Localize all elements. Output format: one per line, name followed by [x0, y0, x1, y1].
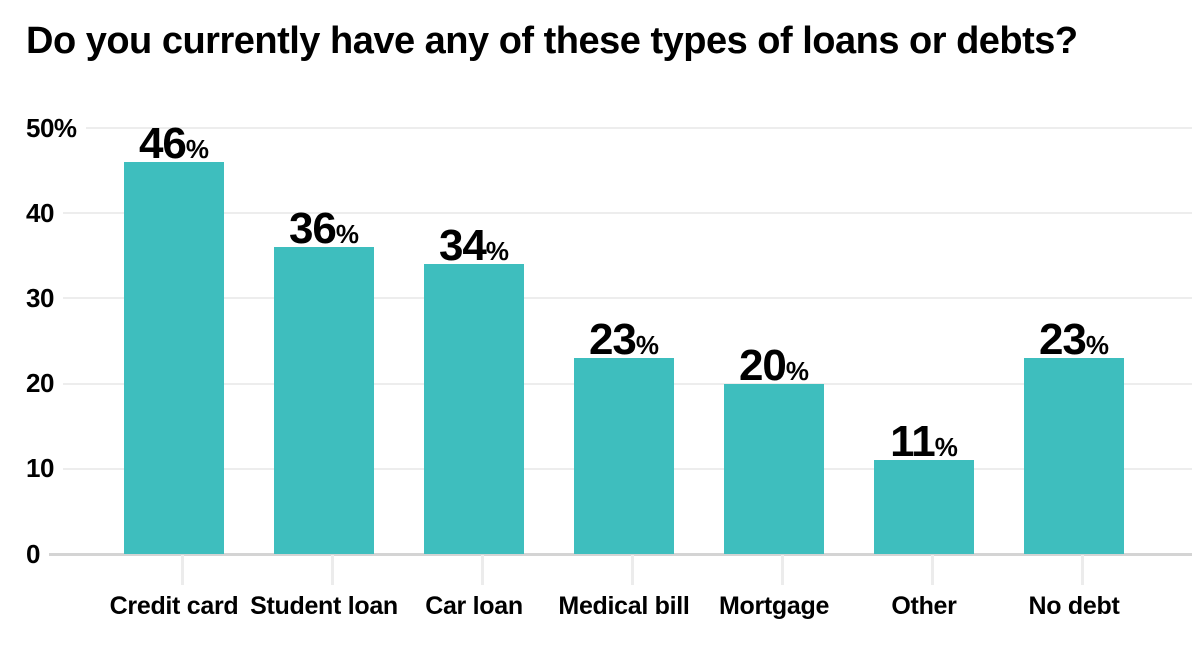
x-axis-tick	[331, 555, 334, 585]
bar-value-number: 46	[138, 119, 187, 169]
gridline	[62, 297, 1192, 300]
x-axis-label: No debt	[1028, 592, 1120, 620]
percent-sign: %	[635, 330, 660, 361]
x-axis-line	[48, 552, 1192, 556]
bar	[724, 383, 824, 554]
bar-value-label: 36%	[289, 207, 359, 251]
bar-value-label: 34%	[439, 224, 509, 268]
percent-sign: %	[185, 134, 210, 165]
bar-value-label: 23%	[589, 318, 659, 362]
y-axis-grid-row: 30	[26, 283, 1192, 313]
y-axis-label: 30	[26, 282, 54, 313]
y-axis-label: 50%	[26, 112, 77, 143]
x-axis-label: Car loan	[425, 592, 523, 620]
gridline	[85, 127, 1192, 129]
y-axis-label: 20	[26, 368, 54, 399]
x-axis-tick	[1081, 555, 1084, 585]
y-axis-grid-row: 40	[26, 198, 1192, 228]
y-axis-grid-row: 50%	[26, 113, 1192, 143]
y-axis-label: 10	[26, 453, 54, 484]
bar-value-number: 36	[288, 204, 337, 254]
bar	[424, 264, 524, 554]
bar	[574, 358, 674, 554]
bar-value-label: 20%	[738, 340, 810, 390]
percent-sign: %	[934, 432, 958, 463]
bar-value-label: 46%	[139, 122, 209, 166]
percent-sign: %	[335, 219, 360, 250]
x-axis-label: Student loan	[250, 592, 398, 620]
bar	[1024, 358, 1124, 554]
bar	[274, 247, 374, 554]
x-axis-label: Other	[891, 592, 957, 620]
x-axis-tick	[631, 555, 634, 585]
gridline	[62, 212, 1192, 215]
bar-value-number: 23	[1038, 315, 1087, 365]
x-axis-tick	[481, 555, 484, 585]
y-axis-label: 0	[26, 538, 40, 569]
bar-value-number: 11	[890, 417, 936, 467]
y-axis-grid-row: 0	[26, 539, 1192, 569]
x-axis-label: Medical bill	[558, 592, 690, 620]
percent-sign: %	[485, 236, 510, 267]
bar-value-label: 23%	[1039, 318, 1109, 362]
bar-value-number: 34	[438, 221, 487, 271]
bar-value-number: 23	[588, 315, 637, 365]
y-axis-label: 40	[26, 197, 54, 228]
x-axis-tick	[181, 555, 184, 585]
bar-value-number: 20	[738, 340, 787, 390]
x-axis-label: Mortgage	[718, 592, 830, 620]
x-axis-label: Credit card	[109, 592, 239, 620]
percent-sign: %	[785, 355, 810, 386]
bar	[874, 460, 974, 554]
x-axis-tick	[781, 555, 784, 585]
bar-value-label: 11%	[890, 420, 958, 464]
chart-title: Do you currently have any of these types…	[26, 20, 1078, 62]
bar	[124, 162, 224, 554]
percent-sign: %	[1085, 330, 1110, 361]
x-axis-tick	[931, 555, 934, 585]
plot-area: 46% 36% 34% 23% 20% 11% 23%	[85, 122, 1192, 554]
